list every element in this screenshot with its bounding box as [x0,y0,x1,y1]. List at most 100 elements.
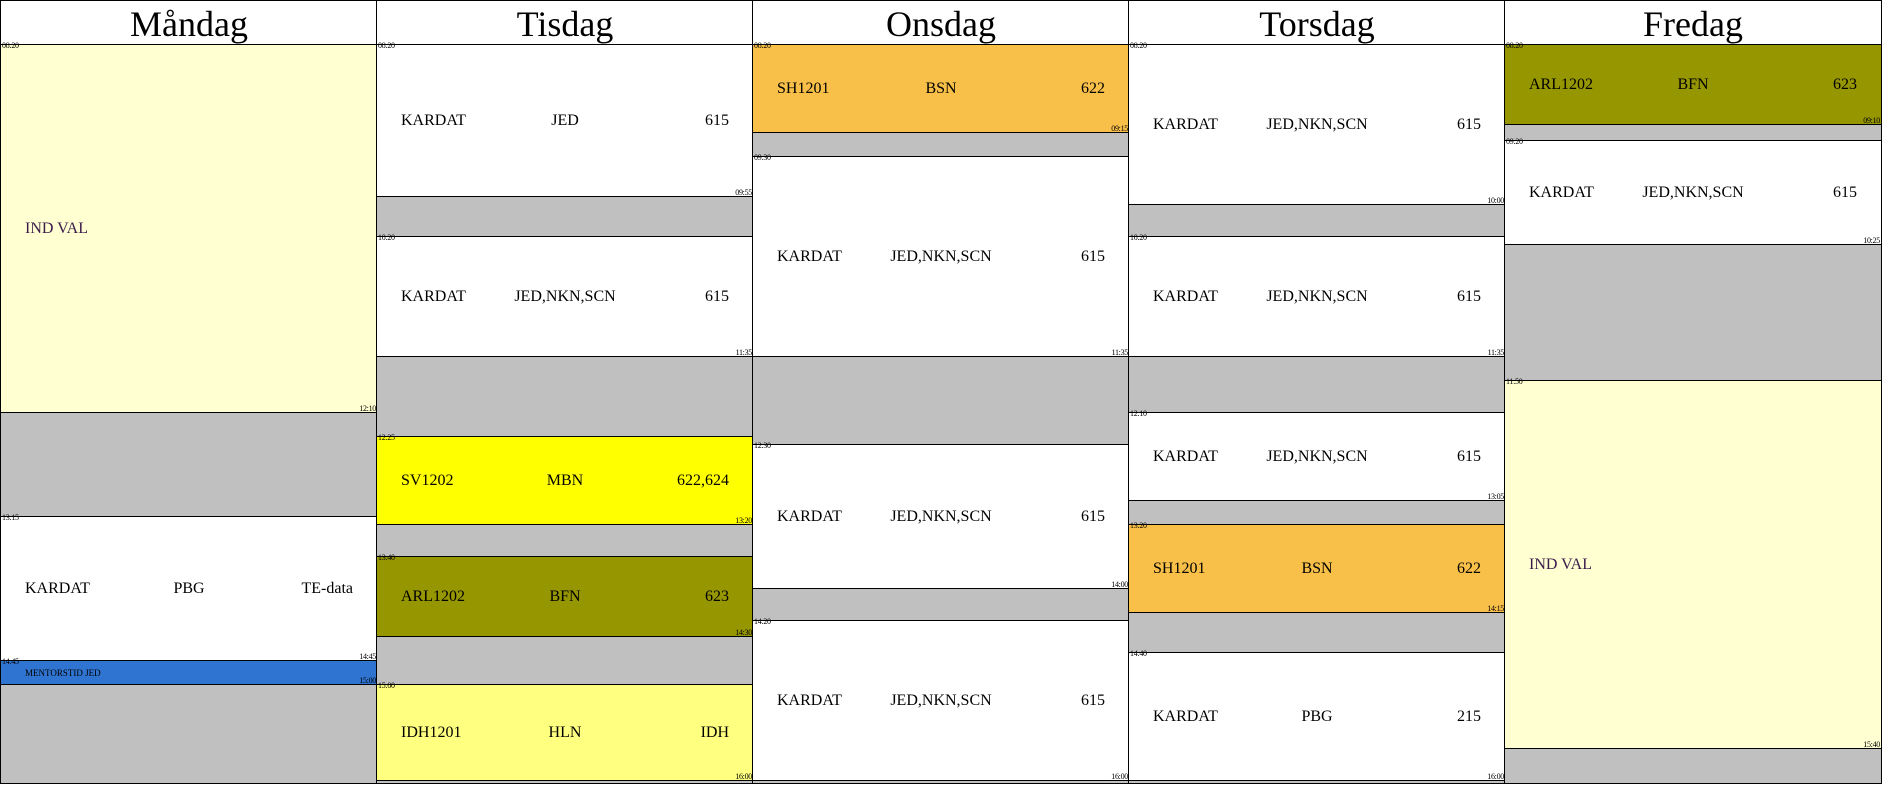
lesson-room: 623 [705,587,729,605]
lesson-block[interactable]: SH1201 BSN 622 [753,44,1129,133]
lesson-course: KARDAT [401,287,466,305]
end-time-label: 16:00 [1487,772,1504,781]
start-time-label: 08:20 [754,41,771,50]
lesson-block[interactable]: KARDAT PBG TE-data [1,516,377,661]
lesson-teacher: JED,NKN,SCN [890,507,992,525]
start-time-label: 11:50 [1506,377,1523,386]
lesson-block[interactable]: ARL1202 BFN 623 [377,556,753,637]
lesson-room: IDH [700,723,729,741]
lesson-teacher: PBG [1301,707,1333,725]
start-time-label: 14:40 [1130,649,1147,658]
start-time-label: 08:20 [1130,41,1147,50]
lesson-teacher: JED,NKN,SCN [514,287,616,305]
lesson-room: 615 [1081,691,1105,709]
lesson-teacher: PBG [173,579,205,597]
end-time-label: 09:10 [1863,116,1880,125]
lesson-room: 615 [705,287,729,305]
lesson-teacher: BFN [1677,75,1709,93]
lesson-room: TE-data [301,579,353,597]
day-column-3: Torsdag KARDAT JED,NKN,SCN 615 08:20 10:00 KAR… [1128,0,1506,784]
lesson-block[interactable]: KARDAT JED,NKN,SCN 615 [1129,412,1505,501]
lesson-teacher: JED,NKN,SCN [1642,183,1744,201]
end-time-label: 10:00 [1487,196,1504,205]
lesson-course: KARDAT [777,247,842,265]
lesson-course: SV1202 [401,471,454,489]
lesson-course: SH1201 [777,79,830,97]
lesson-block[interactable]: MENTORSTID JED [1,660,377,685]
end-time-label: 14:30 [735,628,752,637]
end-time-label: 11:35 [1487,348,1505,357]
lesson-block[interactable]: IND VAL [1505,380,1881,749]
lesson-course: KARDAT [777,691,842,709]
end-time-label: 13:20 [735,516,752,525]
end-time-label: 16:00 [1111,772,1128,781]
lesson-teacher: JED,NKN,SCN [1266,447,1368,465]
day-header: Måndag [1,1,377,46]
start-time-label: 12:25 [378,433,395,442]
lesson-room: 615 [1833,183,1857,201]
lesson-block[interactable]: KARDAT JED 615 [377,44,753,197]
lesson-teacher: MBN [546,471,584,489]
start-time-label: 08:20 [1506,41,1523,50]
lesson-teacher: JED,NKN,SCN [890,247,992,265]
lesson-room: 615 [1457,447,1481,465]
day-header: Torsdag [1129,1,1505,46]
day-header: Onsdag [753,1,1129,46]
lesson-block[interactable]: IND VAL [1,44,377,413]
lesson-teacher: JED,NKN,SCN [890,691,992,709]
lesson-course: KARDAT [1153,707,1218,725]
end-time-label: 16:00 [735,772,752,781]
lesson-course: SH1201 [1153,559,1206,577]
start-time-label: 09:30 [754,153,771,162]
lesson-teacher: HLN [548,723,582,741]
lesson-block[interactable]: KARDAT JED,NKN,SCN 615 [377,236,753,357]
lesson-block[interactable]: ARL1202 BFN 623 [1505,44,1881,125]
lesson-block[interactable]: KARDAT JED,NKN,SCN 615 [1129,44,1505,205]
lesson-block[interactable]: KARDAT JED,NKN,SCN 615 [753,444,1129,589]
end-time-label: 09:55 [735,188,752,197]
lesson-block[interactable]: KARDAT JED,NKN,SCN 615 [753,156,1129,357]
lesson-room: 615 [705,111,729,129]
end-time-label: 13:05 [1487,492,1504,501]
start-time-label: 14:45 [2,657,19,666]
start-time-label: 13:15 [2,513,19,522]
lesson-course: IDH1201 [401,723,462,741]
start-time-label: 13:20 [1130,521,1147,530]
lesson-block[interactable]: SH1201 BSN 622 [1129,524,1505,613]
lesson-room: 622 [1457,559,1481,577]
lesson-teacher: BFN [549,587,581,605]
lesson-teacher: JED,NKN,SCN [1266,115,1368,133]
lesson-course: KARDAT [401,111,466,129]
lesson-block[interactable]: KARDAT PBG 215 [1129,652,1505,781]
lesson-teacher: JED [551,111,579,129]
lesson-room: 623 [1833,75,1857,93]
day-header: Fredag [1505,1,1881,46]
lesson-course: KARDAT [25,579,90,597]
end-time-label: 15:40 [1863,740,1880,749]
lesson-teacher: JED,NKN,SCN [1266,287,1368,305]
lesson-teacher: BSN [1301,559,1333,577]
lesson-room: 615 [1081,507,1105,525]
start-time-label: 12:10 [1130,409,1147,418]
end-time-label: 09:15 [1111,124,1128,133]
day-column-4: Fredag ARL1202 BFN 623 08:20 09:10 KARDAT JED,N… [1504,0,1882,784]
start-time-label: 08:20 [378,41,395,50]
lesson-course: IND VAL [25,219,88,237]
lesson-block[interactable]: KARDAT JED,NKN,SCN 615 [753,620,1129,781]
lesson-course: KARDAT [1529,183,1594,201]
start-time-label: 12:30 [754,441,771,450]
day-column-2: Onsdag SH1201 BSN 622 08:20 09:15 KARDAT JED,NK… [752,0,1130,784]
lesson-block[interactable]: IDH1201 HLN IDH [377,684,753,781]
start-time-label: 10:20 [1130,233,1147,242]
lesson-block[interactable]: KARDAT JED,NKN,SCN 615 [1129,236,1505,357]
end-time-label: 10:25 [1863,236,1880,245]
lesson-room: 615 [1457,115,1481,133]
lesson-course: IND VAL [1529,555,1592,573]
lesson-block[interactable]: KARDAT JED,NKN,SCN 615 [1505,140,1881,245]
lesson-course: ARL1202 [1529,75,1593,93]
end-time-label: 15:00 [359,676,376,685]
end-time-label: 12:10 [359,404,376,413]
lesson-course: MENTORSTID JED [25,667,101,678]
lesson-block[interactable]: SV1202 MBN 622,624 [377,436,753,525]
